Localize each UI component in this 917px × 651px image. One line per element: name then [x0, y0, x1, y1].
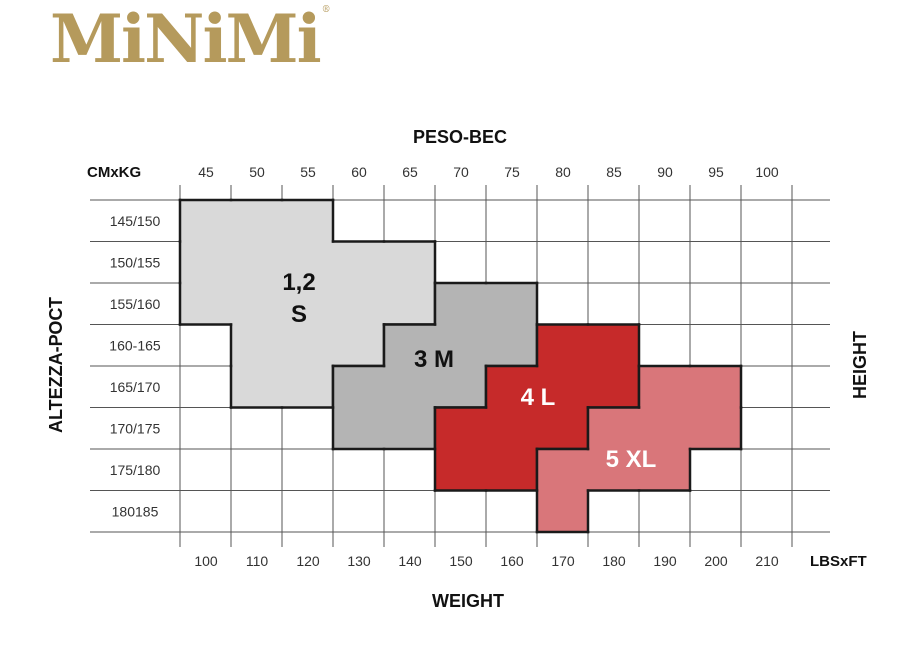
size-region-cell — [537, 490, 588, 533]
chart-labels: PESO-BEC WEIGHT CMxKG LBSxFT ALTEZZA-РОС… — [46, 127, 870, 611]
height-row-label: 175/180 — [110, 462, 161, 478]
size-region-cell — [435, 449, 537, 491]
right-axis-title: HEIGHT — [850, 331, 870, 399]
lbs-tick-label: 120 — [296, 553, 320, 569]
top-axis-title: PESO-BEC — [413, 127, 507, 147]
size-region — [535, 364, 743, 534]
size-region-cell — [537, 449, 690, 491]
kg-tick-label: 75 — [504, 164, 520, 180]
kg-tick-label: 85 — [606, 164, 622, 180]
kg-tick-label: 55 — [300, 164, 316, 180]
lbs-tick-label: 140 — [398, 553, 422, 569]
size-region-cell — [588, 407, 741, 450]
kg-tick-label: 60 — [351, 164, 367, 180]
size-label: S — [291, 301, 307, 328]
height-row-label: 170/175 — [110, 420, 161, 436]
size-region-cell — [333, 366, 486, 408]
lbs-tick-label: 210 — [755, 553, 779, 569]
lbs-tick-label: 160 — [500, 553, 524, 569]
kg-tick-label: 70 — [453, 164, 469, 180]
lbs-tick-label: 200 — [704, 553, 728, 569]
height-row-label: 165/170 — [110, 379, 161, 395]
size-region-cell — [180, 241, 435, 284]
lbs-tick-label: 170 — [551, 553, 575, 569]
size-region-cell — [384, 324, 537, 367]
size-region-cell — [333, 407, 435, 450]
kg-tick-label: 100 — [755, 164, 779, 180]
lbs-tick-label: 110 — [246, 553, 269, 569]
size-label: 5 XL — [606, 446, 657, 473]
height-row-label: 155/160 — [110, 296, 161, 312]
size-label: 4 L — [521, 384, 556, 411]
size-region — [178, 198, 437, 409]
kg-tick-label: 45 — [198, 164, 214, 180]
height-row-label: 150/155 — [110, 254, 161, 270]
height-row-label: 145/150 — [110, 213, 161, 229]
size-region — [433, 323, 641, 492]
top-axis-unit: CMxKG — [87, 164, 141, 181]
left-axis-title: ALTEZZA-РОСТ — [46, 297, 66, 433]
bottom-axis-unit: LBSxFT — [810, 553, 867, 570]
kg-tick-label: 90 — [657, 164, 673, 180]
brand-logo-text: MiNiMi — [50, 0, 322, 78]
kg-tick-label: 95 — [708, 164, 724, 180]
lbs-tick-label: 100 — [194, 553, 218, 569]
size-region-cell — [180, 283, 435, 325]
size-label: 3 M — [414, 346, 454, 373]
size-region-cell — [435, 283, 537, 325]
bottom-axis-title: WEIGHT — [432, 591, 504, 611]
height-row-label: 180185 — [112, 503, 159, 519]
size-regions — [178, 198, 743, 534]
size-region-cell — [180, 200, 333, 242]
registered-mark: ® — [321, 5, 331, 15]
lbs-tick-label: 180 — [602, 553, 626, 569]
kg-tick-label: 80 — [555, 164, 571, 180]
size-region-cell — [231, 324, 384, 367]
kg-tick-label: 65 — [402, 164, 418, 180]
size-region-cell — [231, 366, 333, 408]
height-row-label: 160-165 — [109, 337, 161, 353]
size-label: 1,2 — [282, 269, 315, 296]
size-region-cell — [537, 324, 639, 367]
size-region-cell — [486, 366, 639, 408]
size-region-cell — [639, 366, 741, 408]
lbs-tick-label: 190 — [653, 553, 677, 569]
lbs-tick-label: 130 — [347, 553, 371, 569]
brand-logo: MiNiMi ® — [50, 5, 331, 73]
size-region-cell — [435, 407, 588, 450]
lbs-tick-label: 150 — [449, 553, 473, 569]
kg-tick-label: 50 — [249, 164, 265, 180]
